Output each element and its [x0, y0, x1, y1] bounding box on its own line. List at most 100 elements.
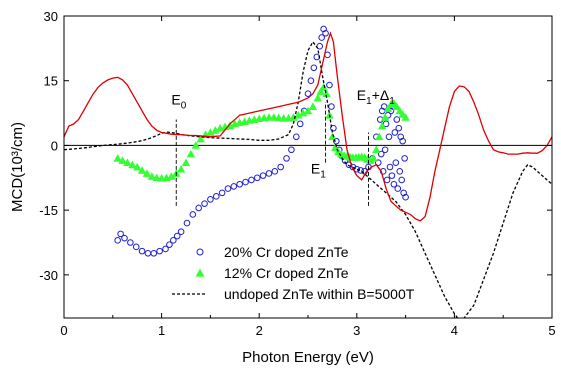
legend-symbol-0 [196, 248, 204, 256]
series-0-point-66 [381, 146, 389, 154]
series-1-point-41 [313, 93, 322, 102]
series-0-point-83 [398, 176, 405, 184]
series-1-point-15 [186, 149, 196, 158]
y-tick-label-4: 30 [44, 9, 58, 24]
series-0-point-6 [144, 249, 152, 257]
series-0-point-29 [271, 168, 279, 175]
series-0-point-71 [386, 163, 394, 171]
series-0-point-31 [283, 155, 290, 162]
axis-layer: 0 1 2 3 4 5 -30 -15 0 15 30 [39, 9, 555, 338]
series-1-point-64 [380, 113, 390, 121]
series-1-point-63 [377, 121, 387, 130]
series-0-point-18 [207, 196, 214, 203]
series-1-point-39 [303, 106, 313, 115]
annotation-label-E1D1: E1+Δ1 [357, 87, 395, 107]
series-0-point-25 [248, 176, 255, 184]
series-0-point-47 [330, 124, 337, 132]
series-0-point-24 [242, 178, 249, 186]
series-2-line [64, 40, 552, 318]
series-1-point-60 [369, 154, 378, 162]
series-1-point-7 [147, 172, 157, 180]
series-0-point-62 [377, 150, 385, 158]
y-tick-label-1: -15 [39, 203, 58, 218]
series-0-point-87 [402, 193, 409, 201]
series-1-point-4 [133, 162, 142, 171]
series-0-point-1 [117, 230, 124, 238]
series-1-point-44 [322, 89, 331, 98]
series-0-point-17 [201, 200, 208, 207]
y-tick-label-2: 0 [51, 138, 58, 153]
series-1-point-2 [123, 158, 132, 167]
series-0-point-7 [150, 249, 158, 257]
series-1-point-71 [401, 113, 410, 121]
series-0-point-64 [379, 168, 387, 175]
series-1-point-65 [383, 104, 393, 113]
series-0-point-77 [392, 159, 400, 166]
series-0-point-81 [396, 168, 404, 175]
annotation-label-E0: E0 [171, 91, 186, 111]
series-0-point-38 [310, 64, 318, 72]
series-1-point-3 [128, 160, 137, 169]
series-1-point-62 [375, 132, 384, 141]
series-1-point-36 [289, 113, 298, 121]
series-0-point-80 [395, 124, 403, 132]
series-0-point-10 [166, 241, 173, 248]
series-0-point-16 [195, 204, 202, 212]
series-0-point-15 [189, 211, 197, 218]
series-0-point-60 [374, 159, 382, 166]
series-0-point-21 [224, 185, 232, 192]
y-axis-label: MCD(10³/cm) [9, 122, 26, 212]
series-0-point-19 [212, 193, 220, 200]
series-1-point-17 [196, 134, 205, 143]
series-0-point-41 [318, 34, 325, 41]
series-1-point-46 [328, 132, 337, 141]
series-1-point-11 [167, 172, 176, 180]
series-0-point-46 [328, 103, 335, 110]
legend-label-0: 20% Cr doped ZnTe [224, 244, 349, 260]
series-0-point-73 [388, 172, 396, 179]
series-0-point-3 [127, 239, 134, 246]
x-tick-label-2: 2 [256, 323, 263, 338]
series-1-point-61 [372, 145, 381, 154]
series-0-point-11 [170, 237, 177, 244]
series-0-point-76 [391, 129, 399, 136]
series-0-point-86 [401, 155, 408, 162]
series-0-point-12 [173, 232, 181, 240]
x-tick-label-1: 1 [158, 323, 165, 338]
series-1-point-13 [176, 164, 186, 173]
series-1-point-0 [113, 154, 122, 162]
series-0-point-68 [383, 176, 391, 184]
series-1-point-42 [316, 87, 325, 95]
series-0-point-34 [296, 120, 304, 128]
series-0-point-22 [230, 183, 238, 190]
annotation-label-E1: E1 [311, 160, 326, 180]
legend-label-1: 12% Cr doped ZnTe [224, 265, 349, 281]
legend-label-2: undoped ZnTe within B=5000T [224, 286, 415, 302]
series-0-point-54 [353, 165, 361, 173]
x-tick-label-3: 3 [353, 323, 360, 338]
annotation-layer: E0 E1 E1+Δ1 [171, 87, 395, 206]
series-0-point-2 [121, 234, 128, 242]
series-1-point-6 [142, 169, 152, 177]
series-0-point-84 [399, 137, 406, 145]
series-0-point-13 [177, 228, 185, 236]
series-1-point-43 [319, 82, 328, 91]
series-0-point-70 [385, 133, 393, 141]
x-tick-label-0: 0 [60, 323, 67, 338]
series-1-point-14 [181, 158, 191, 167]
x-axis-label: Photon Energy (eV) [242, 349, 374, 366]
series-1-point-40 [308, 102, 318, 110]
series-0-point-79 [394, 185, 402, 192]
series-1-point-5 [137, 166, 147, 174]
y-tick-label-0: -30 [39, 268, 58, 283]
series-1-point-19 [206, 128, 215, 136]
series-1-point-20 [211, 126, 220, 134]
series-0-point-4 [132, 243, 140, 251]
series-0-point-33 [292, 133, 300, 141]
series-0-point-75 [390, 180, 398, 188]
series-0-point-14 [183, 219, 191, 227]
series-1-point-68 [392, 102, 402, 110]
series-0-point-28 [265, 170, 273, 177]
series-0-point-9 [162, 245, 169, 253]
